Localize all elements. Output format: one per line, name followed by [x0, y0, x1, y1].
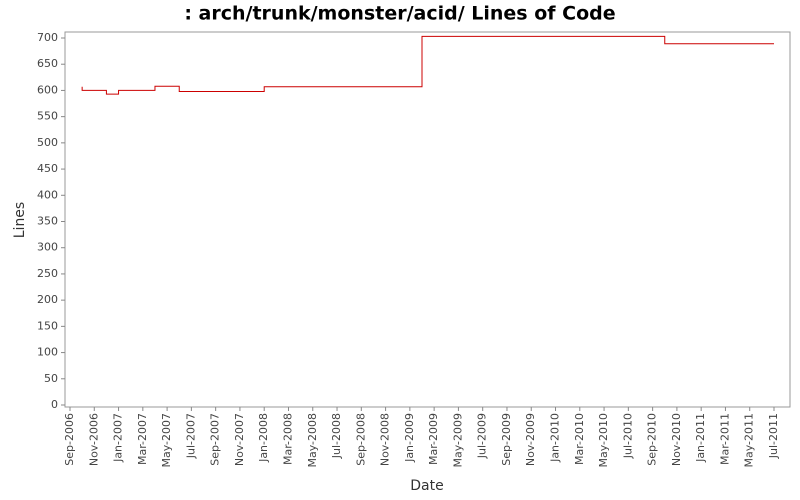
x-tick-label: Sep-2010: [646, 413, 659, 466]
x-tick-label: Jan-2009: [403, 413, 416, 463]
x-tick-label: Jul-2008: [330, 413, 343, 459]
x-tick-label: May-2010: [597, 413, 610, 468]
x-tick-label: Sep-2008: [354, 413, 367, 466]
y-tick-label: 0: [51, 398, 58, 411]
x-tick-label: May-2007: [160, 413, 173, 468]
x-axis-label: Date: [410, 478, 443, 494]
x-tick-label: Mar-2007: [136, 413, 149, 465]
x-tick-label: Nov-2010: [670, 413, 683, 466]
y-tick-label: 550: [37, 110, 58, 123]
y-tick-label: 400: [37, 188, 58, 201]
x-tick-label: Jul-2007: [184, 413, 197, 459]
y-tick-label: 250: [37, 267, 58, 280]
x-tick-label: Sep-2009: [500, 413, 513, 466]
x-tick-label: Mar-2011: [718, 413, 731, 465]
x-tick-label: Jan-2008: [257, 413, 270, 463]
y-tick-label: 300: [37, 241, 58, 254]
x-tick-label: Jan-2011: [694, 413, 707, 463]
chart-title: : arch/trunk/monster/acid/ Lines of Code: [184, 3, 615, 25]
x-tick-label: Nov-2007: [233, 413, 246, 466]
x-tick-label: Jan-2010: [549, 413, 562, 463]
x-tick-label: Jul-2009: [476, 413, 489, 459]
x-tick-label: May-2011: [743, 413, 756, 468]
y-axis-label: Lines: [12, 202, 28, 238]
x-tick-label: Nov-2009: [524, 413, 537, 466]
x-tick-label: Nov-2008: [379, 413, 392, 466]
x-tick-label: May-2008: [306, 413, 319, 468]
x-tick-label: Mar-2009: [427, 413, 440, 465]
y-tick-label: 150: [37, 319, 58, 332]
x-tick-label: Sep-2007: [209, 413, 222, 466]
y-tick-label: 100: [37, 346, 58, 359]
y-tick-label: 200: [37, 293, 58, 306]
x-tick-label: Nov-2006: [87, 413, 100, 466]
y-tick-label: 500: [37, 136, 58, 149]
x-tick-label: Mar-2010: [573, 413, 586, 465]
y-tick-label: 650: [37, 57, 58, 70]
x-tick-label: Jan-2007: [112, 413, 125, 463]
y-tick-label: 450: [37, 162, 58, 175]
x-tick-label: Sep-2006: [63, 413, 76, 466]
data-line: [81, 35, 774, 95]
plot-area: [64, 31, 791, 408]
y-tick-label: 700: [37, 31, 58, 44]
y-tick-label: 350: [37, 215, 58, 228]
x-tick-label: Jul-2011: [767, 413, 780, 459]
x-tick-label: May-2009: [451, 413, 464, 468]
y-tick-label: 600: [37, 83, 58, 96]
y-tick-label: 50: [44, 372, 58, 385]
x-tick-label: Mar-2008: [281, 413, 294, 465]
x-tick-label: Jul-2010: [621, 413, 634, 459]
